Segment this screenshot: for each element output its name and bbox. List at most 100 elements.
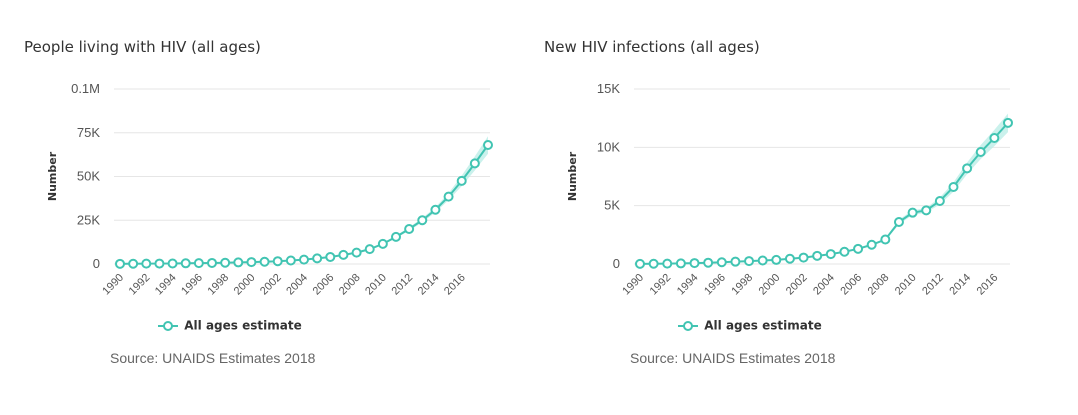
y-tick-label: 0 — [93, 256, 100, 271]
data-point — [246, 257, 257, 268]
data-point — [730, 256, 741, 267]
data-point — [798, 252, 809, 263]
chart-panel-new-infections: New HIV infections (all ages) 0 5K 10K 15K N… — [520, 0, 1040, 415]
x-tick-label: 1996 — [179, 272, 205, 298]
data-point — [757, 255, 768, 266]
x-tick-label: 2000 — [232, 272, 258, 298]
data-point — [391, 231, 401, 242]
x-tick-label: 2002 — [258, 272, 284, 298]
x-tick-label: 2012 — [389, 272, 415, 298]
data-point — [880, 234, 891, 245]
data-point — [934, 196, 945, 206]
data-point — [893, 217, 904, 227]
data-point — [207, 257, 217, 268]
data-point — [948, 182, 959, 192]
data-point — [404, 224, 415, 234]
x-tick-label: 2006 — [838, 272, 864, 298]
series-line — [639, 122, 1009, 265]
data-point — [483, 140, 493, 150]
x-tick-label: 1996 — [702, 272, 728, 298]
x-tick-label: 2008 — [866, 272, 892, 298]
legend-label: All ages estimate — [704, 318, 822, 333]
data-point — [853, 243, 864, 254]
data-point — [825, 249, 836, 260]
data-point — [141, 258, 152, 269]
x-tick-label: 2010 — [893, 272, 919, 298]
line-chart-people-living: 0 25K 50K 75K 0.1M Number 1990 1992 1994 1996 1998… — [46, 81, 493, 298]
legend-marker-icon — [158, 320, 179, 331]
data-point — [259, 256, 270, 267]
x-tick-label: 1990 — [620, 272, 646, 298]
x-tick-label: 2014 — [947, 272, 973, 298]
y-axis-label: Number — [46, 151, 59, 201]
confidence-band — [120, 136, 488, 264]
data-point — [115, 258, 125, 269]
data-point — [417, 215, 428, 226]
data-point — [377, 238, 388, 249]
series-line — [119, 144, 489, 265]
data-point — [469, 158, 480, 169]
x-tick-label: 2000 — [757, 272, 783, 298]
x-tick-label: 1990 — [100, 272, 126, 298]
data-point — [648, 258, 659, 269]
chart-title: New HIV infections (all ages) — [544, 38, 760, 56]
data-point — [771, 254, 782, 265]
data-point — [1003, 117, 1013, 128]
data-point — [154, 258, 165, 269]
x-tick-label: 2004 — [284, 272, 310, 298]
data-point — [443, 191, 454, 202]
data-point — [675, 258, 686, 269]
chart-legend[interactable]: All ages estimate — [0, 318, 460, 333]
x-tick-label: 2016 — [442, 272, 468, 298]
data-point — [662, 258, 673, 269]
chart-title: People living with HIV (all ages) — [24, 38, 261, 56]
x-tick-label: 2010 — [363, 272, 389, 298]
x-tick-label: 1998 — [205, 272, 231, 298]
x-tick-label: 1998 — [729, 272, 755, 298]
data-point — [716, 257, 727, 268]
x-tick-label: 1994 — [153, 272, 179, 298]
data-point — [364, 244, 375, 255]
y-tick-label: 0.1M — [71, 81, 100, 96]
data-point — [456, 175, 467, 186]
x-tick-label: 1994 — [675, 272, 701, 298]
data-point — [635, 258, 645, 269]
data-point — [921, 205, 932, 216]
legend-marker-icon — [678, 320, 699, 331]
data-point — [233, 257, 244, 268]
data-point — [744, 256, 755, 267]
chart-panel-people-living: People living with HIV (all ages) 0 25K 50… — [0, 0, 520, 415]
data-point — [689, 258, 700, 269]
x-tick-label: 2014 — [416, 272, 442, 298]
data-point — [351, 247, 362, 258]
x-tick-label: 2012 — [920, 272, 946, 298]
data-point — [962, 163, 973, 174]
data-point — [907, 207, 918, 218]
data-point — [866, 239, 877, 250]
data-point — [220, 257, 231, 268]
data-point — [312, 253, 323, 264]
y-tick-label: 25K — [77, 212, 100, 227]
data-point — [272, 256, 283, 267]
x-tick-label: 2002 — [784, 272, 810, 298]
data-point — [299, 254, 309, 265]
data-point — [167, 258, 178, 269]
data-point — [338, 249, 349, 260]
data-point — [180, 258, 191, 269]
data-point — [812, 250, 823, 261]
x-tick-label: 2004 — [811, 272, 837, 298]
data-point — [285, 255, 296, 266]
chart-legend[interactable]: All ages estimate — [520, 318, 980, 333]
source-note: Source: UNAIDS Estimates 2018 — [110, 350, 316, 366]
data-point — [839, 246, 850, 257]
y-tick-label: 10K — [597, 139, 620, 154]
source-note: Source: UNAIDS Estimates 2018 — [630, 350, 836, 366]
data-point — [784, 253, 795, 264]
data-point — [975, 147, 986, 157]
x-tick-label: 2016 — [975, 272, 1001, 298]
x-tick-label: 2008 — [337, 272, 363, 298]
data-point — [430, 204, 441, 215]
x-tick-label: 2006 — [311, 272, 337, 298]
data-point — [703, 257, 714, 268]
